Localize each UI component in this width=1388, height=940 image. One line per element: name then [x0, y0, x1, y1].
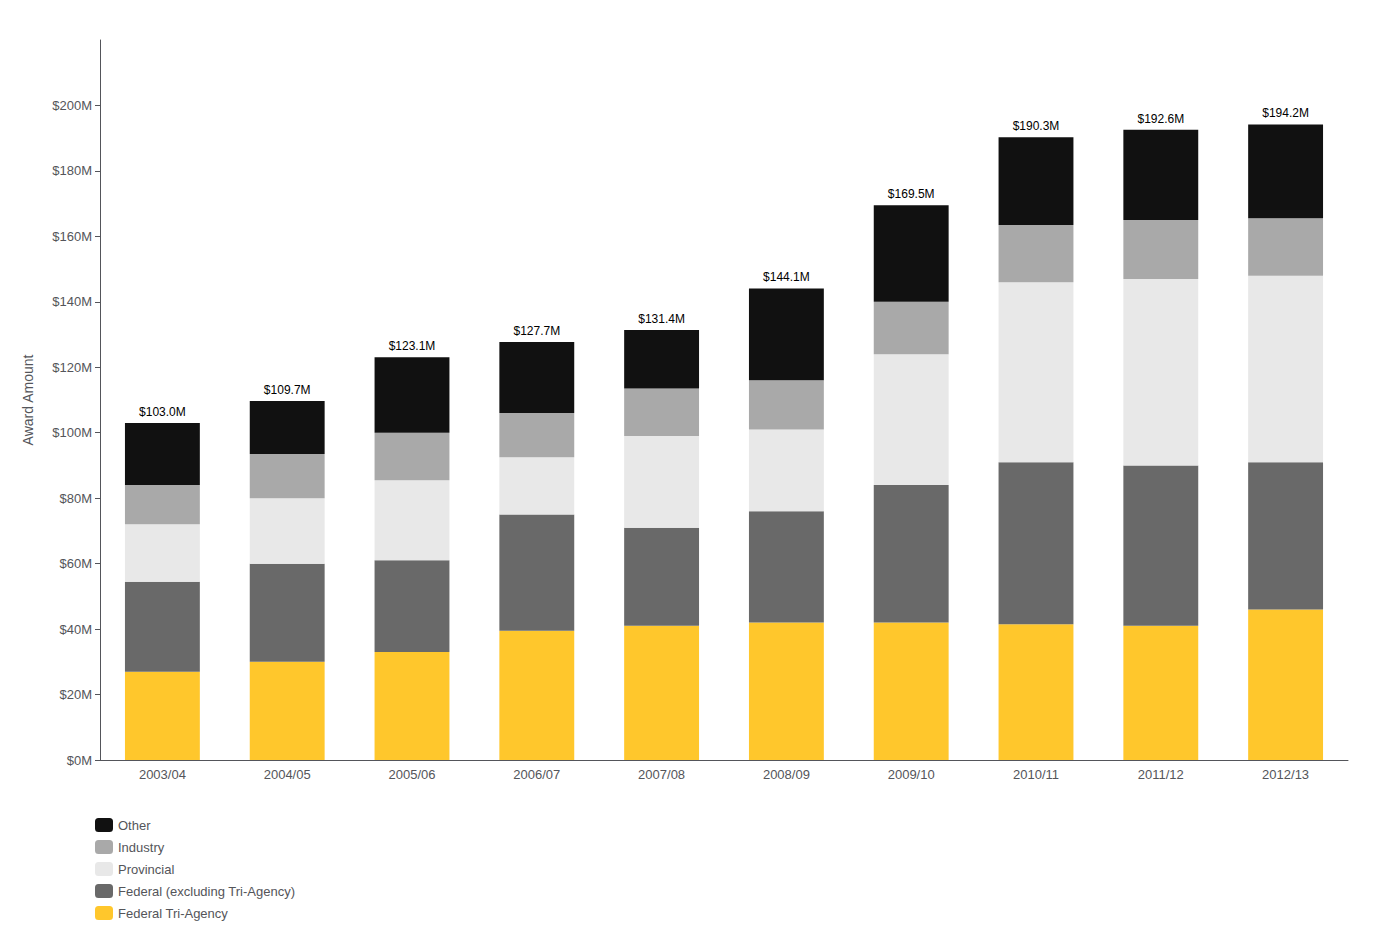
- svg-text:2010/11: 2010/11: [1013, 767, 1059, 782]
- svg-text:$131.4M: $131.4M: [638, 312, 685, 326]
- svg-text:$144.1M: $144.1M: [763, 270, 810, 284]
- svg-text:2009/10: 2009/10: [888, 767, 935, 782]
- svg-text:2008/09: 2008/09: [763, 767, 810, 782]
- svg-text:$160M: $160M: [52, 229, 92, 244]
- svg-text:Other: Other: [118, 818, 151, 833]
- svg-text:2005/06: 2005/06: [389, 767, 436, 782]
- svg-text:$120M: $120M: [52, 360, 92, 375]
- svg-text:Federal (excluding Tri-Agency): Federal (excluding Tri-Agency): [118, 884, 295, 899]
- svg-text:$190.3M: $190.3M: [1013, 119, 1060, 133]
- svg-text:$20M: $20M: [59, 687, 92, 702]
- svg-text:Award Amount: Award Amount: [20, 354, 36, 445]
- svg-text:$0M: $0M: [67, 753, 92, 768]
- svg-text:$123.1M: $123.1M: [389, 339, 436, 353]
- svg-text:2006/07: 2006/07: [513, 767, 560, 782]
- svg-text:$109.7M: $109.7M: [264, 383, 311, 397]
- svg-text:2003/04: 2003/04: [139, 767, 186, 782]
- svg-text:2004/05: 2004/05: [264, 767, 311, 782]
- svg-text:$180M: $180M: [52, 163, 92, 178]
- svg-text:$100M: $100M: [52, 425, 92, 440]
- svg-text:Federal Tri-Agency: Federal Tri-Agency: [118, 906, 228, 921]
- svg-text:$60M: $60M: [59, 556, 92, 571]
- svg-text:$192.6M: $192.6M: [1137, 112, 1184, 126]
- svg-text:$80M: $80M: [59, 491, 92, 506]
- svg-text:Industry: Industry: [118, 840, 165, 855]
- svg-text:$103.0M: $103.0M: [139, 405, 186, 419]
- svg-text:2007/08: 2007/08: [638, 767, 685, 782]
- svg-text:$194.2M: $194.2M: [1262, 106, 1309, 120]
- svg-text:2012/13: 2012/13: [1262, 767, 1309, 782]
- svg-text:$169.5M: $169.5M: [888, 187, 935, 201]
- svg-text:$40M: $40M: [59, 622, 92, 637]
- svg-text:Provincial: Provincial: [118, 862, 174, 877]
- svg-text:$200M: $200M: [52, 98, 92, 113]
- svg-text:$140M: $140M: [52, 294, 92, 309]
- svg-text:2011/12: 2011/12: [1138, 767, 1184, 782]
- svg-text:$127.7M: $127.7M: [513, 324, 560, 338]
